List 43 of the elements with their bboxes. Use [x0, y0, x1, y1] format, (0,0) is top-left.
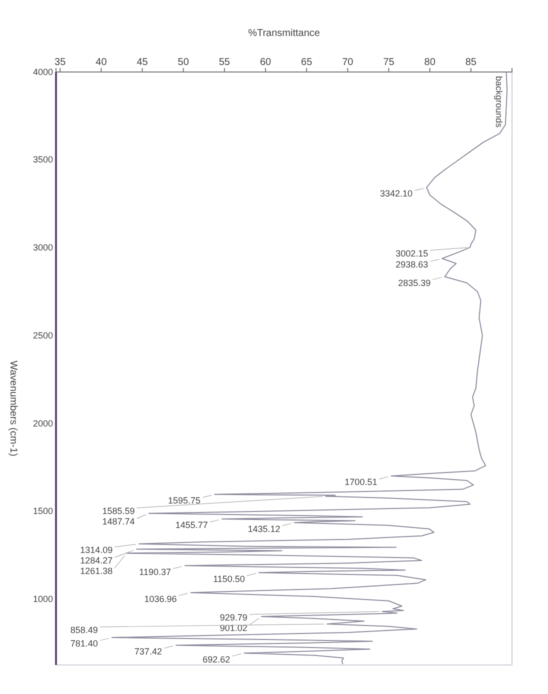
x-tick-label: 35	[54, 57, 66, 68]
x-tick-label: 60	[260, 57, 272, 68]
annotation: 929.79	[220, 612, 248, 623]
annotation: 1190.37	[139, 566, 171, 577]
annotation: 1455.77	[175, 520, 208, 530]
annotation: 692.62	[202, 654, 230, 664]
y-tick-label: 3500	[32, 154, 53, 165]
y-tick-label: 1000	[32, 594, 53, 604]
annotation: 1261.38	[80, 566, 113, 576]
y-tick-label: 4000	[32, 66, 53, 77]
text: backgrounds	[494, 76, 504, 128]
x-tick-label: 65	[301, 57, 313, 68]
annotation: 2835.39	[398, 278, 431, 288]
y-tick-label: 1500	[32, 506, 53, 516]
x-tick-label: 45	[136, 57, 148, 68]
x-tick-label: 40	[96, 57, 108, 68]
annotation: 1435.12	[248, 524, 280, 534]
y-axis-title: Wavenumbers (cm-1)	[8, 360, 18, 456]
annotation: 858.49	[70, 625, 98, 636]
x-tick-label: 85	[465, 57, 477, 68]
y-tick-label: 2000	[32, 418, 53, 428]
annotation: 1284.27	[80, 556, 113, 566]
x-tick-label: 80	[424, 57, 436, 68]
x-tick-label: 50	[178, 57, 190, 68]
annotation: 901.02	[220, 623, 248, 634]
x-tick-label: 70	[342, 57, 354, 68]
x-tick-label: 55	[218, 57, 230, 68]
annotation: 1700.51	[344, 477, 378, 488]
x-axis-title: %Transmittance	[248, 28, 320, 39]
annotation: 1036.96	[144, 594, 177, 604]
annotation: 781.40	[70, 638, 98, 649]
annotation: 1487.74	[102, 516, 135, 527]
annotation: 3342.10	[380, 188, 413, 199]
annotation: 1595.75	[168, 496, 201, 506]
annotation: 737.42	[134, 646, 162, 656]
annotation: 1585.59	[102, 506, 135, 516]
annotation: 1314.09	[80, 545, 113, 556]
annotation: 1150.50	[213, 574, 245, 584]
annotation: 2938.63	[396, 260, 428, 270]
annotation: 3002.15	[396, 248, 428, 258]
y-tick-label: 3000	[32, 242, 53, 253]
y-tick-label: 2500	[32, 330, 53, 340]
x-tick-label: 75	[383, 57, 395, 68]
